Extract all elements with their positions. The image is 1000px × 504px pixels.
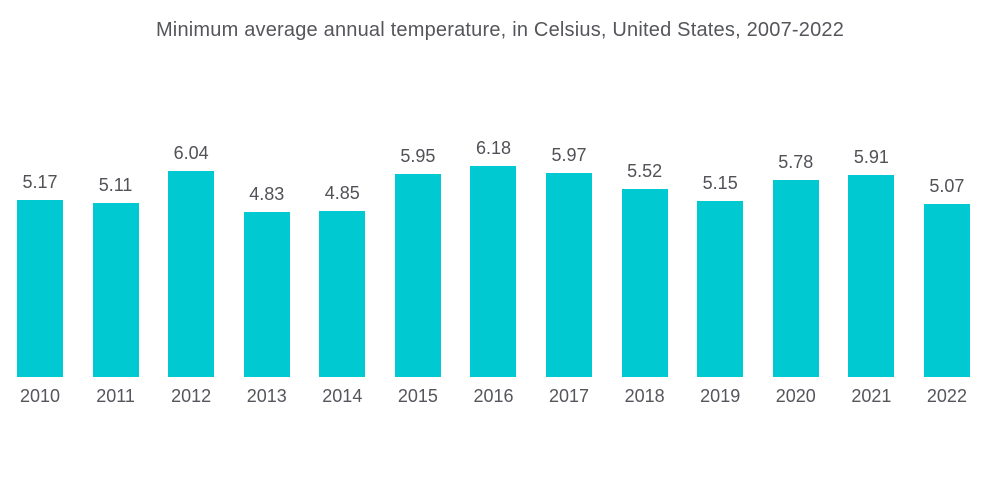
bar-value-label: 5.07 (929, 175, 965, 196)
x-axis-tick-label: 2015 (397, 386, 438, 406)
bar-value-label: 4.85 (324, 183, 360, 204)
bar-value-label: 5.97 (551, 145, 587, 166)
bar-value-label: 5.52 (627, 160, 663, 181)
x-axis-tick-label: 2022 (926, 386, 967, 406)
bar-value-label: 5.91 (853, 147, 889, 168)
bar (923, 203, 970, 377)
x-axis-tick-label: 2017 (549, 386, 590, 406)
bar-column: 4.85 2014 (319, 183, 366, 407)
bar-column: 5.78 2020 (772, 151, 819, 407)
bar-value-label: 6.18 (475, 138, 511, 158)
bar-value-label: 4.83 (249, 184, 285, 205)
bar (92, 202, 139, 377)
bar-value-label: 5.17 (22, 172, 58, 193)
bar-column: 6.04 2012 (168, 142, 215, 407)
bar-column: 5.91 2021 (848, 147, 895, 407)
bar-value-label: 5.95 (400, 145, 436, 166)
bar (243, 212, 290, 377)
bar (394, 173, 441, 377)
bar (546, 173, 593, 377)
bar (470, 166, 517, 377)
x-axis-tick-label: 2011 (96, 386, 135, 406)
bar (848, 175, 895, 377)
x-axis-tick-label: 2020 (775, 386, 816, 406)
bar (772, 179, 819, 377)
x-axis-tick-label: 2021 (851, 386, 892, 406)
bar-value-label: 5.15 (702, 173, 738, 194)
bar-column: 4.83 2013 (243, 184, 290, 407)
bar-value-label: 5.78 (778, 151, 814, 172)
bar-chart-plot-area: 5.17 2010 5.11 2011 6.04 2012 4.83 2013 4.85 2014… (17, 138, 970, 407)
bar-column: 5.97 2017 (546, 145, 593, 407)
bar (319, 211, 366, 377)
x-axis-tick-label: 2013 (246, 386, 287, 406)
bar-column: 6.18 2016 (470, 138, 517, 407)
bar-value-label: 5.11 (98, 174, 133, 195)
x-axis-tick-label: 2019 (700, 386, 741, 406)
bar (168, 170, 215, 377)
bar-column: 5.95 2015 (394, 145, 441, 407)
bar-value-label: 6.04 (173, 142, 209, 163)
x-axis-tick-label: 2016 (473, 386, 514, 406)
bar-column: 5.07 2022 (923, 175, 970, 407)
bar (621, 188, 668, 377)
x-axis-tick-label: 2014 (322, 386, 363, 406)
bar-column: 5.17 2010 (17, 172, 63, 407)
x-axis-tick-label: 2010 (19, 386, 61, 406)
bar (697, 201, 744, 377)
bar (17, 200, 63, 377)
bar-column: 5.15 2019 (697, 173, 744, 407)
bar-column: 5.11 2011 (92, 174, 139, 408)
bar-column: 5.52 2018 (621, 160, 668, 408)
chart-title: Minimum average annual temperature, in C… (155, 19, 845, 41)
x-axis-tick-label: 2018 (624, 386, 665, 406)
x-axis-tick-label: 2012 (171, 386, 212, 406)
